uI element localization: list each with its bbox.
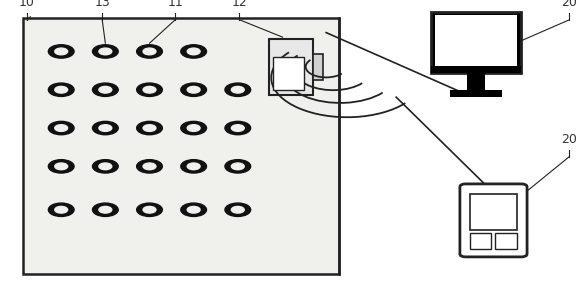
Circle shape [92, 45, 118, 58]
Bar [430, 66, 521, 73]
Circle shape [143, 206, 156, 213]
Circle shape [137, 160, 162, 173]
Circle shape [55, 48, 68, 55]
Circle shape [187, 163, 200, 170]
Circle shape [225, 160, 251, 173]
Bar [495, 233, 516, 249]
Circle shape [181, 45, 207, 58]
Circle shape [48, 83, 74, 96]
Circle shape [137, 45, 162, 58]
Circle shape [231, 206, 244, 213]
Circle shape [137, 203, 162, 216]
Circle shape [55, 86, 68, 93]
Bar [273, 57, 304, 90]
Text: 11: 11 [168, 0, 183, 9]
Circle shape [187, 206, 200, 213]
Circle shape [231, 86, 244, 93]
Circle shape [181, 83, 207, 96]
Circle shape [92, 203, 118, 216]
Bar [314, 54, 323, 80]
Circle shape [187, 86, 200, 93]
Circle shape [92, 83, 118, 96]
Text: 13: 13 [95, 0, 110, 9]
Circle shape [48, 203, 74, 216]
Circle shape [143, 163, 156, 170]
Circle shape [187, 125, 200, 131]
Bar [430, 12, 521, 73]
Bar [435, 15, 516, 71]
Circle shape [143, 125, 156, 131]
Bar [23, 18, 339, 274]
Circle shape [48, 45, 74, 58]
Circle shape [92, 160, 118, 173]
Circle shape [55, 163, 68, 170]
Circle shape [99, 206, 112, 213]
Bar [269, 39, 314, 95]
Circle shape [143, 86, 156, 93]
Circle shape [225, 121, 251, 135]
Circle shape [143, 48, 156, 55]
Circle shape [225, 203, 251, 216]
Circle shape [55, 125, 68, 131]
Circle shape [225, 83, 251, 96]
Circle shape [48, 121, 74, 135]
Circle shape [181, 203, 207, 216]
Text: 20: 20 [561, 0, 578, 9]
Circle shape [137, 83, 162, 96]
Circle shape [55, 206, 68, 213]
Bar [470, 194, 517, 230]
Bar [450, 90, 502, 97]
Circle shape [137, 121, 162, 135]
Text: 12: 12 [232, 0, 247, 9]
Circle shape [99, 125, 112, 131]
Circle shape [99, 86, 112, 93]
Circle shape [181, 160, 207, 173]
Circle shape [231, 125, 244, 131]
FancyBboxPatch shape [460, 184, 527, 257]
Circle shape [99, 163, 112, 170]
Text: 10: 10 [19, 0, 35, 9]
Bar [467, 73, 485, 90]
Circle shape [99, 48, 112, 55]
Text: 20: 20 [561, 133, 578, 146]
Circle shape [231, 163, 244, 170]
Bar [470, 233, 491, 249]
Circle shape [48, 160, 74, 173]
Circle shape [181, 121, 207, 135]
Circle shape [92, 121, 118, 135]
Circle shape [187, 48, 200, 55]
